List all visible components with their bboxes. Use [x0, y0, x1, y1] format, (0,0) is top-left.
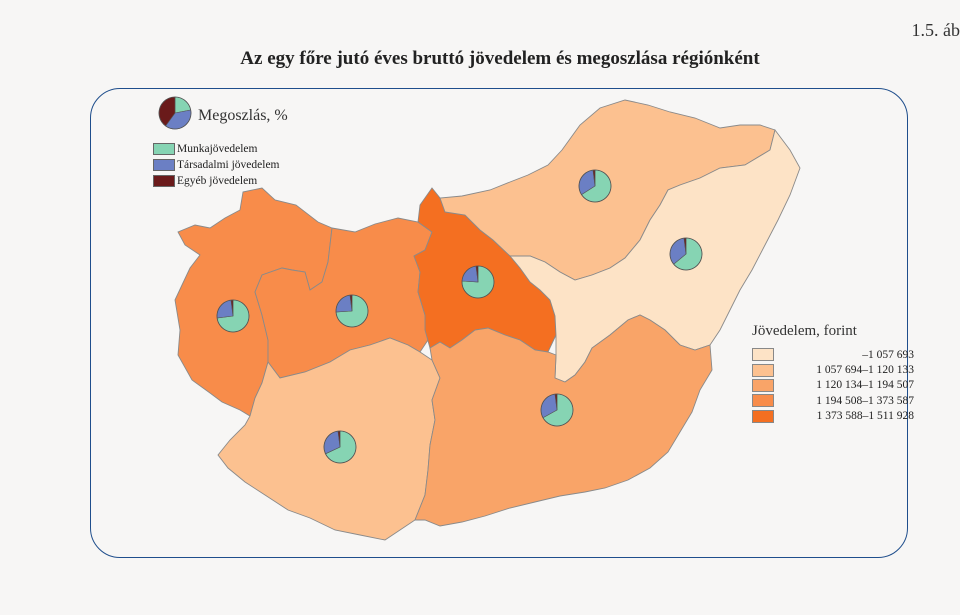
- income-legend-item: –1 057 693: [752, 347, 914, 362]
- share-legend: Munkajövedelem Társadalmi jövedelem Egyé…: [153, 141, 280, 189]
- map-title: Az egy főre jutó éves bruttó jövedelem é…: [240, 48, 760, 69]
- pie-southern-transdanubia-outline: [323, 430, 357, 464]
- legend-swatch-labor: [153, 143, 175, 155]
- pie-northern-great-plain: [669, 237, 703, 271]
- pie-central-hungary-outline: [461, 265, 495, 299]
- income-legend: –1 057 693 1 057 694–1 120 133 1 120 134…: [752, 347, 914, 424]
- income-legend-item: 1 194 508–1 373 587: [752, 393, 914, 408]
- legend-swatch: [752, 378, 774, 392]
- legend-swatch: [752, 409, 774, 423]
- legend-swatch-other: [153, 175, 175, 187]
- pie-northern-hungary-outline: [578, 169, 612, 203]
- pie-northern-hungary: [578, 169, 612, 203]
- legend-label: Társadalmi jövedelem: [177, 159, 280, 171]
- legend-swatch: [752, 363, 774, 377]
- map-frame: [90, 88, 908, 558]
- legend-swatch: [752, 394, 774, 408]
- pie-southern-great-plain-outline: [540, 393, 574, 427]
- legend-label: Munkajövedelem: [177, 143, 258, 155]
- share-legend-title: Megoszlás, %: [198, 107, 288, 124]
- legend-label: –1 057 693: [862, 348, 914, 361]
- legend-label: 1 120 134–1 194 507: [816, 379, 914, 392]
- legend-label: Egyéb jövedelem: [177, 175, 258, 187]
- income-legend-item: 1 373 588–1 511 928: [752, 409, 914, 424]
- pie-central-transdanubia: [335, 294, 369, 328]
- share-legend-item: Egyéb jövedelem: [153, 173, 280, 189]
- legend-swatch-social: [153, 159, 175, 171]
- pie-southern-transdanubia: [323, 430, 357, 464]
- legend-swatch: [752, 348, 774, 362]
- legend-label: 1 057 694–1 120 133: [816, 364, 914, 377]
- pie-western-transdanubia-outline: [216, 299, 250, 333]
- income-legend-title: Jövedelem, forint: [752, 323, 857, 339]
- share-legend-pie-icon: [158, 96, 192, 130]
- pie-southern-great-plain: [540, 393, 574, 427]
- figure-label: 1.5. áb: [911, 20, 960, 40]
- pie-western-transdanubia: [216, 299, 250, 333]
- legend-label: 1 194 508–1 373 587: [816, 394, 914, 407]
- income-legend-item: 1 057 694–1 120 133: [752, 362, 914, 377]
- share-legend-item: Munkajövedelem: [153, 141, 280, 157]
- legend-label: 1 373 588–1 511 928: [816, 410, 914, 423]
- pie-central-hungary: [461, 265, 495, 299]
- income-legend-item: 1 120 134–1 194 507: [752, 378, 914, 393]
- pie-northern-great-plain-outline: [669, 237, 703, 271]
- pie-central-transdanubia-outline: [335, 294, 369, 328]
- share-legend-item: Társadalmi jövedelem: [153, 157, 280, 173]
- legend-pie-outline: [158, 96, 192, 130]
